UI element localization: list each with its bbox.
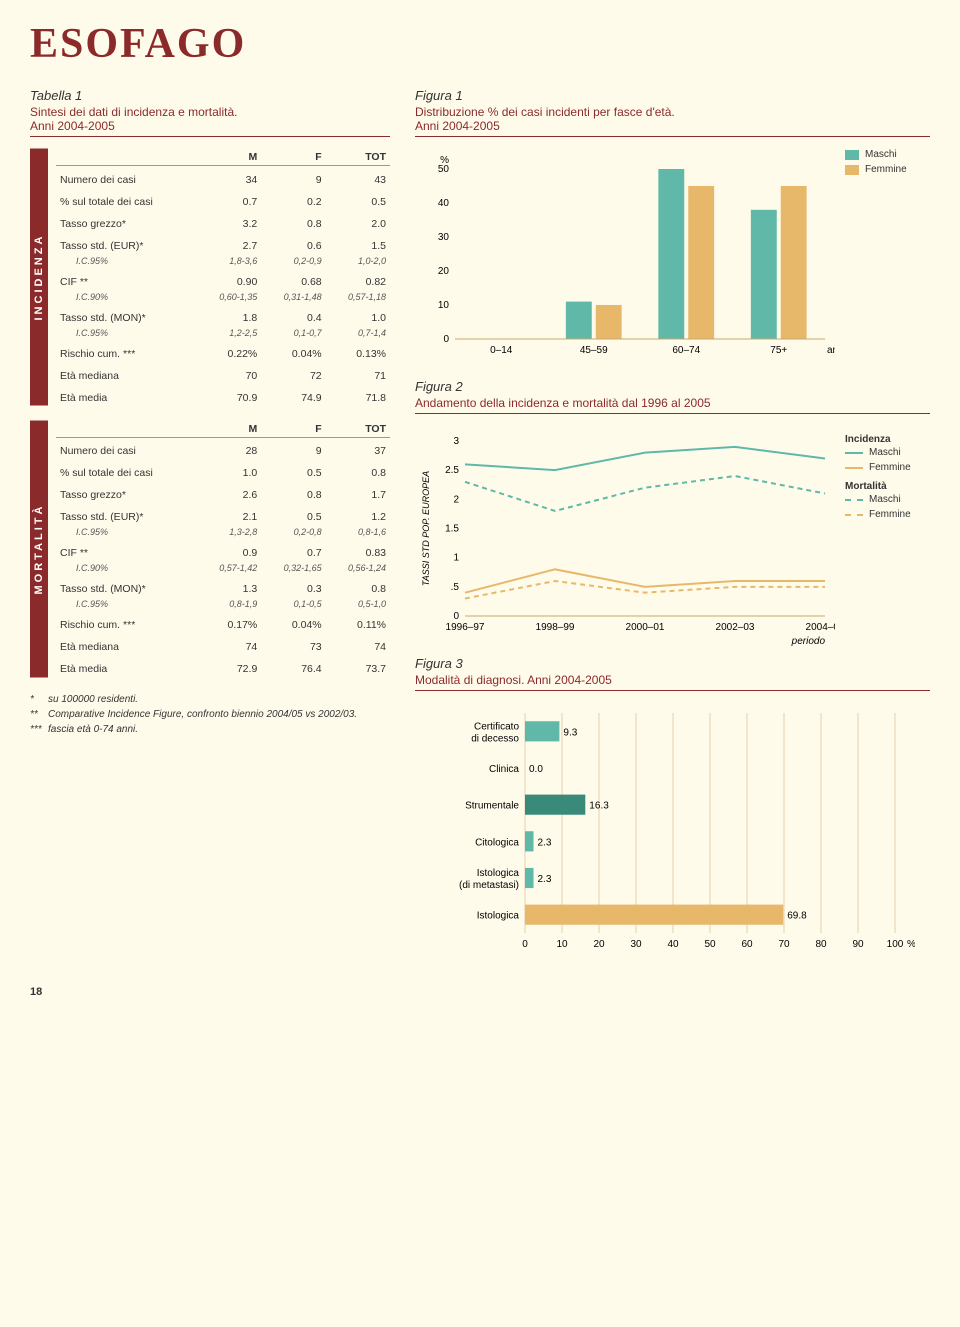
svg-text:60–74: 60–74 [672,345,700,356]
tabella1-period: Anni 2004-2005 [30,119,115,133]
svg-text:TASSI STD POP. EUROPEA: TASSI STD POP. EUROPEA [421,471,431,586]
svg-text:70: 70 [778,939,790,950]
svg-text:90: 90 [852,939,864,950]
incidenza-block: INCIDENZA MFTOTNumero dei casi34943% sul… [30,149,390,406]
svg-text:10: 10 [556,939,568,950]
svg-text:Istologica: Istologica [477,868,520,879]
svg-text:2.3: 2.3 [538,837,552,848]
svg-text:(di metastasi): (di metastasi) [459,880,519,891]
svg-text:16.3: 16.3 [589,801,609,812]
figura3-chart: 0 10 20 30 40 50 60 70 80 90 100% Certificatodi dec… [415,703,915,963]
svg-text:75+: 75+ [770,345,787,356]
svg-text:0: 0 [453,611,459,622]
svg-text:Certificato: Certificato [474,721,519,732]
page-number: 18 [30,986,930,998]
svg-text:40: 40 [667,939,679,950]
svg-text:%: % [907,939,915,950]
figura1-chart: 01020304050%0–1445–5960–7475+anni [415,149,835,369]
svg-text:69.8: 69.8 [787,911,807,922]
svg-text:.5: .5 [451,582,460,593]
svg-text:30: 30 [630,939,642,950]
figura2-chart: TASSI STD POP. EUROPEA 0 .5 1 1.5 2 2.5 3 1996–9… [415,426,835,646]
svg-text:3: 3 [453,436,459,447]
svg-text:60: 60 [741,939,753,950]
svg-text:2004–05: 2004–05 [806,622,835,633]
figura3-subtitle-text: Modalità di diagnosi. [415,673,524,687]
svg-text:20: 20 [438,266,450,277]
svg-text:Istologica: Istologica [477,911,520,922]
tabella1-header: Tabella 1 Sintesi dei dati di incidenza … [30,88,390,137]
svg-text:40: 40 [438,198,450,209]
page-title: ESOFAGO [30,20,930,68]
svg-text:2.5: 2.5 [445,465,459,476]
mortalita-table: MFTOTNumero dei casi28937% sul totale de… [56,421,390,678]
mortalita-vlabel: MORTALITÀ [30,421,48,678]
svg-text:9.3: 9.3 [563,727,577,738]
svg-text:0: 0 [443,334,449,345]
svg-text:1998–99: 1998–99 [536,622,575,633]
figura1-label: Figura 1 [415,88,930,103]
figura1-period: Anni 2004-2005 [415,119,500,133]
figura2-legend: IncidenzaMaschiFemmineMortalitàMaschiFem… [845,426,911,524]
figura2-subtitle: Andamento della incidenza e mortalità da… [415,396,930,414]
svg-text:%: % [440,155,449,166]
svg-text:2: 2 [453,494,459,505]
svg-text:di decesso: di decesso [471,733,519,744]
svg-text:50: 50 [704,939,716,950]
mortalita-block: MORTALITÀ MFTOTNumero dei casi28937% sul… [30,421,390,678]
figura1-legend: MaschiFemmine [845,149,907,179]
figura1-subtitle: Distribuzione % dei casi incidenti per f… [415,105,930,137]
tabella1-subtitle-text: Sintesi dei dati di incidenza e mortalit… [30,105,237,119]
figura1-header: Figura 1 Distribuzione % dei casi incide… [415,88,930,137]
svg-text:20: 20 [593,939,605,950]
figura3-subtitle: Modalità di diagnosi. Anni 2004-2005 [415,673,930,691]
svg-text:periodo: periodo [791,636,826,646]
incidenza-vlabel: INCIDENZA [30,149,48,406]
svg-text:Strumentale: Strumentale [465,801,519,812]
svg-text:2000–01: 2000–01 [626,622,665,633]
svg-text:80: 80 [815,939,827,950]
figura2-label: Figura 2 [415,379,930,394]
svg-text:0: 0 [522,939,528,950]
figura2-header: Figura 2 Andamento della incidenza e mor… [415,379,930,414]
tabella1-subtitle: Sintesi dei dati di incidenza e mortalit… [30,105,390,137]
incidenza-table: MFTOTNumero dei casi34943% sul totale de… [56,149,390,406]
footnotes: *su 100000 residenti.**Comparative Incid… [30,692,390,737]
figura3-label: Figura 3 [415,656,930,671]
figura1-subtitle-text: Distribuzione % dei casi incidenti per f… [415,105,675,119]
figura3-header: Figura 3 Modalità di diagnosi. Anni 2004… [415,656,930,691]
tabella1-label: Tabella 1 [30,88,390,103]
svg-text:0.0: 0.0 [529,764,543,775]
svg-text:0–14: 0–14 [490,345,513,356]
svg-text:2.3: 2.3 [538,874,552,885]
svg-text:10: 10 [438,300,450,311]
figura3-period: Anni 2004-2005 [527,673,612,687]
svg-text:30: 30 [438,232,450,243]
svg-text:2002–03: 2002–03 [716,622,755,633]
svg-text:1.5: 1.5 [445,524,459,535]
svg-text:Citologica: Citologica [475,837,519,848]
svg-text:Clinica: Clinica [489,764,519,775]
svg-text:anni: anni [827,345,835,356]
svg-text:1: 1 [453,553,459,564]
svg-text:100: 100 [887,939,904,950]
svg-text:1996–97: 1996–97 [446,622,485,633]
svg-text:45–59: 45–59 [580,345,608,356]
